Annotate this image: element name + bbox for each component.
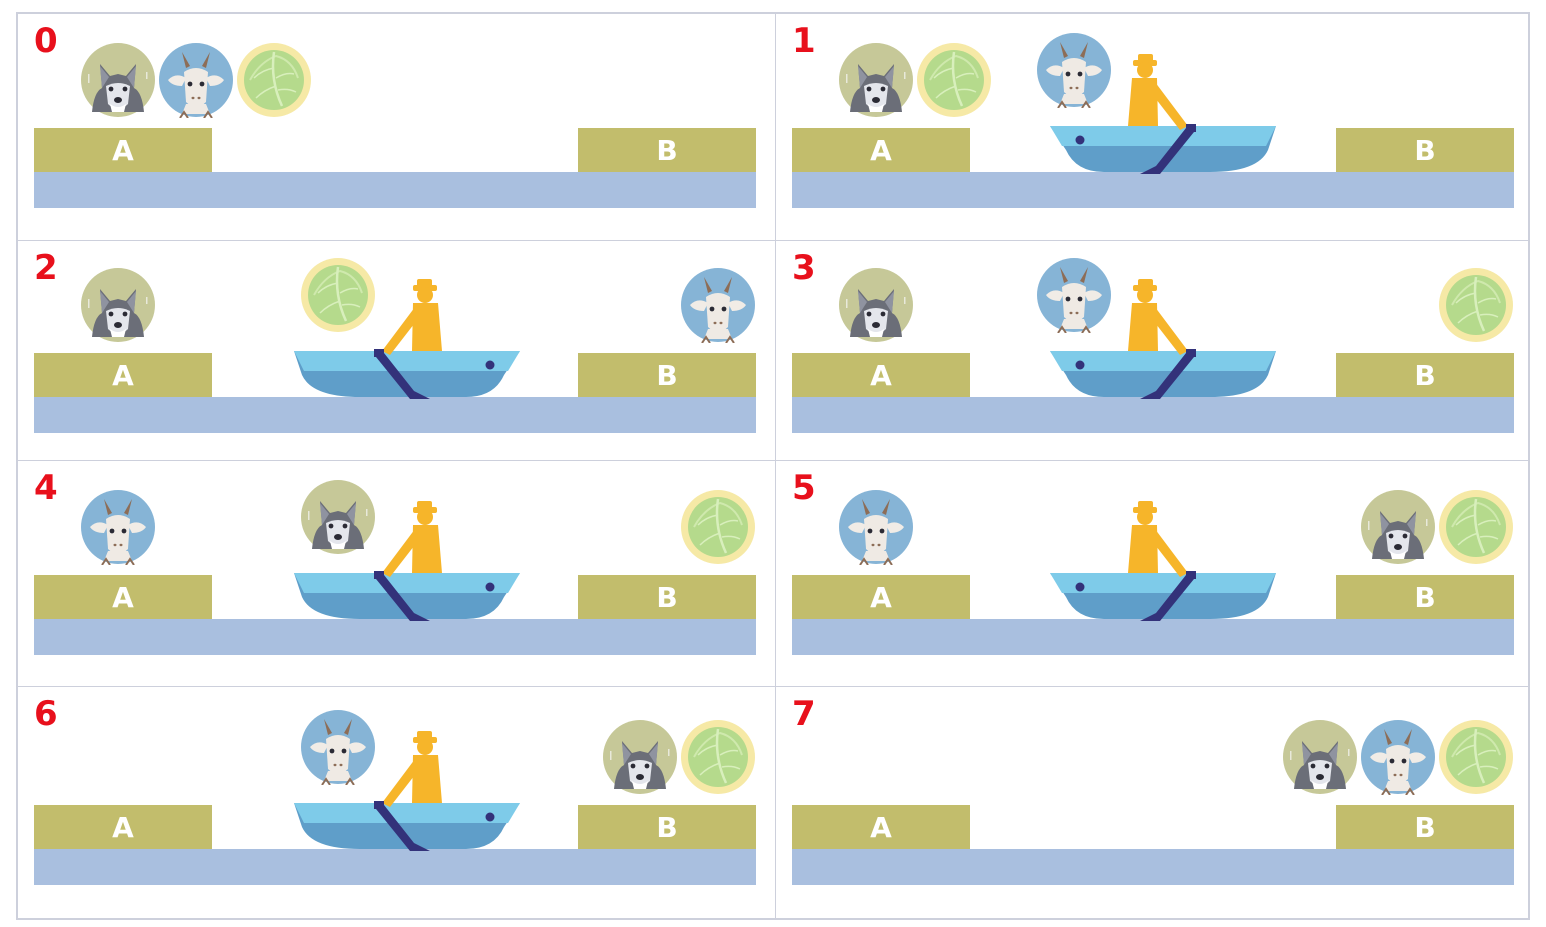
goat-icon bbox=[1036, 32, 1112, 108]
bank-a: A bbox=[34, 353, 212, 397]
bank-a: A bbox=[792, 575, 970, 619]
goat-icon bbox=[838, 489, 914, 565]
boat-with-farmer bbox=[294, 271, 534, 406]
bank-a: A bbox=[792, 353, 970, 397]
goat-icon bbox=[158, 42, 234, 118]
river bbox=[792, 619, 1514, 655]
bank-b: B bbox=[578, 353, 756, 397]
bank-a: A bbox=[34, 575, 212, 619]
cabbage-icon bbox=[300, 257, 376, 333]
step-panel: 3 A B bbox=[775, 240, 1528, 460]
cabbage-icon bbox=[680, 489, 756, 565]
bank-b: B bbox=[578, 575, 756, 619]
cabbage-icon bbox=[680, 719, 756, 795]
step-panel: 1 A B bbox=[775, 14, 1528, 240]
step-number: 1 bbox=[792, 21, 816, 61]
step-panel: 4 A B bbox=[18, 460, 775, 686]
cabbage-icon bbox=[236, 42, 312, 118]
wolf-icon bbox=[1360, 489, 1436, 565]
bank-a: A bbox=[792, 128, 970, 172]
river bbox=[792, 397, 1514, 433]
goat-icon bbox=[1036, 257, 1112, 333]
step-panel: 0 A B bbox=[18, 14, 775, 240]
boat-with-farmer bbox=[1036, 46, 1276, 181]
goat-icon bbox=[1360, 719, 1436, 795]
river bbox=[34, 619, 756, 655]
cabbage-icon bbox=[1438, 267, 1514, 343]
step-panel: 6 A B bbox=[18, 686, 775, 918]
boat-with-farmer bbox=[294, 723, 534, 858]
step-number: 2 bbox=[34, 248, 58, 288]
bank-b: B bbox=[1336, 128, 1514, 172]
wolf-icon bbox=[838, 42, 914, 118]
wolf-icon bbox=[80, 267, 156, 343]
step-panel: 2 A B bbox=[18, 240, 775, 460]
goat-icon bbox=[680, 267, 756, 343]
bank-b: B bbox=[1336, 353, 1514, 397]
cabbage-icon bbox=[1438, 719, 1514, 795]
step-number: 5 bbox=[792, 468, 816, 508]
boat-with-farmer bbox=[294, 493, 534, 628]
bank-a: A bbox=[34, 805, 212, 849]
step-number: 0 bbox=[34, 21, 58, 61]
bank-b: B bbox=[578, 128, 756, 172]
river bbox=[792, 172, 1514, 208]
step-number: 7 bbox=[792, 694, 816, 734]
step-number: 6 bbox=[34, 694, 58, 734]
river bbox=[34, 172, 756, 208]
wolf-icon bbox=[602, 719, 678, 795]
wolf-icon bbox=[1282, 719, 1358, 795]
boat-with-farmer bbox=[1036, 271, 1276, 406]
bank-b: B bbox=[1336, 575, 1514, 619]
river bbox=[34, 849, 756, 885]
river bbox=[792, 849, 1514, 885]
goat-icon bbox=[80, 489, 156, 565]
wolf-icon bbox=[838, 267, 914, 343]
step-panel: 7 A B bbox=[775, 686, 1528, 918]
bank-a: A bbox=[792, 805, 970, 849]
cabbage-icon bbox=[916, 42, 992, 118]
bank-b: B bbox=[578, 805, 756, 849]
bank-b: B bbox=[1336, 805, 1514, 849]
step-number: 4 bbox=[34, 468, 58, 508]
bank-a: A bbox=[34, 128, 212, 172]
step-number: 3 bbox=[792, 248, 816, 288]
wolf-icon bbox=[300, 479, 376, 555]
cabbage-icon bbox=[1438, 489, 1514, 565]
step-panel: 5 A B bbox=[775, 460, 1528, 686]
river bbox=[34, 397, 756, 433]
goat-icon bbox=[300, 709, 376, 785]
wolf-icon bbox=[80, 42, 156, 118]
boat-with-farmer bbox=[1036, 493, 1276, 628]
